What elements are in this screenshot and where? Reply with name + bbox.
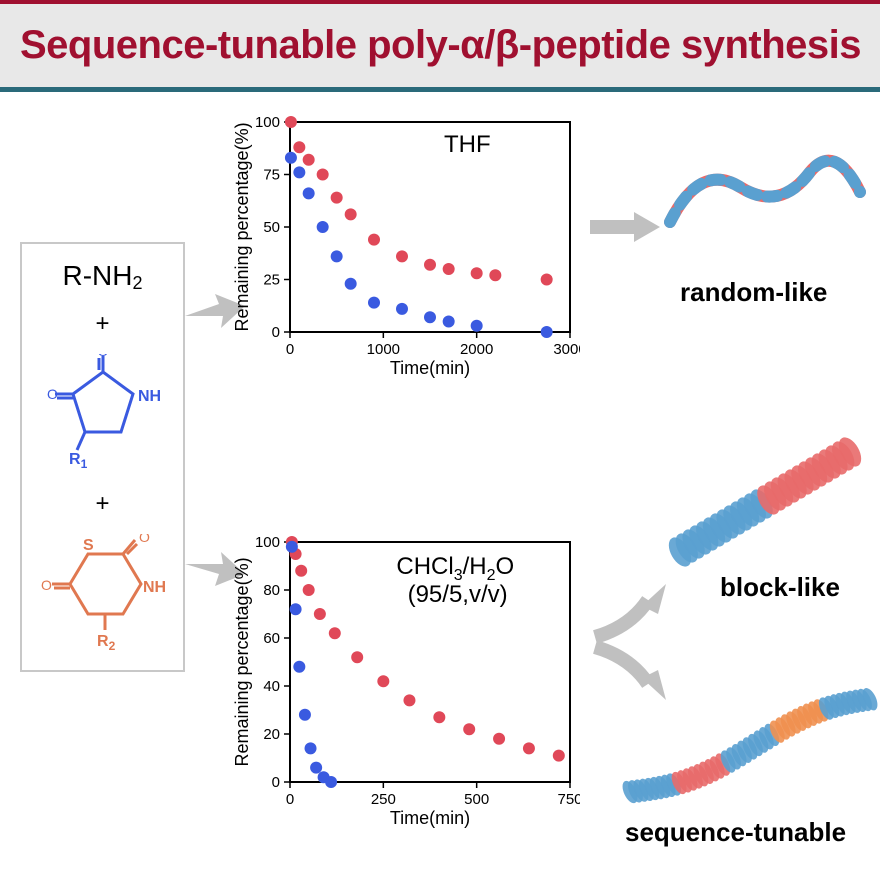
svg-text:(95/5,v/v): (95/5,v/v) [408,581,508,608]
nta-structure-orange: S O O NH R2 [33,534,173,654]
svg-text:3000: 3000 [553,341,580,358]
s-label: S [83,537,94,554]
thf-chart: 0 1000 2000 3000 0 25 50 75 100 Time(min) Remainin… [230,112,580,382]
random-like-structure [660,132,870,262]
svg-text:Time(min): Time(min) [390,358,470,378]
plus-2: + [95,490,109,518]
nh-label: NH [143,579,166,596]
nca-structure-blue: O O NH R1 [33,354,173,474]
svg-text:0: 0 [272,774,280,791]
svg-text:0: 0 [286,791,294,808]
svg-text:50: 50 [263,219,280,236]
plus-1: + [95,310,109,338]
svg-text:0: 0 [272,324,280,341]
svg-text:25: 25 [263,272,280,289]
title-text: Sequence-tunable poly-α/β-peptide synthe… [20,23,861,68]
arrow-to-random [590,212,660,242]
r1-label: R1 [69,451,88,471]
nh-label: NH [138,388,161,405]
block-like-structure [660,432,870,572]
svg-text:0: 0 [286,341,294,358]
sequence-tunable-structure [620,672,880,812]
svg-text:40: 40 [263,678,280,695]
block-label: block-like [720,572,840,603]
svg-text:THF: THF [444,131,491,158]
svg-text:CHCl3/H2O: CHCl3/H2O [396,553,514,584]
svg-text:Time(min): Time(min) [390,808,470,828]
svg-text:Remaining percentage(%): Remaining percentage(%) [232,122,252,331]
random-label: random-like [680,277,827,308]
o-label: O [97,354,108,359]
svg-text:75: 75 [263,167,280,184]
title-banner: Sequence-tunable poly-α/β-peptide synthe… [0,0,880,92]
svg-text:Remaining percentage(%): Remaining percentage(%) [232,557,252,766]
svg-text:500: 500 [464,791,489,808]
svg-text:80: 80 [263,582,280,599]
svg-text:750: 750 [557,791,580,808]
svg-text:20: 20 [263,726,280,743]
content-area: R-NH2 + O O NH R1 + S O [0,92,880,880]
svg-text:2000: 2000 [460,341,493,358]
o-label: O [139,534,150,545]
svg-text:60: 60 [263,630,280,647]
svg-text:100: 100 [255,114,280,131]
o-label: O [47,386,58,402]
amine-label: R-NH2 [62,260,142,294]
chcl3-chart: 0 250 500 750 0 20 40 60 80 100 Time(min) Remaining… [230,532,580,832]
r2-label: R2 [97,633,116,653]
o-label: O [41,577,52,593]
svg-text:250: 250 [371,791,396,808]
svg-text:100: 100 [255,534,280,551]
svg-text:1000: 1000 [367,341,400,358]
tunable-label: sequence-tunable [625,817,846,848]
chemistry-box: R-NH2 + O O NH R1 + S O [20,242,185,672]
